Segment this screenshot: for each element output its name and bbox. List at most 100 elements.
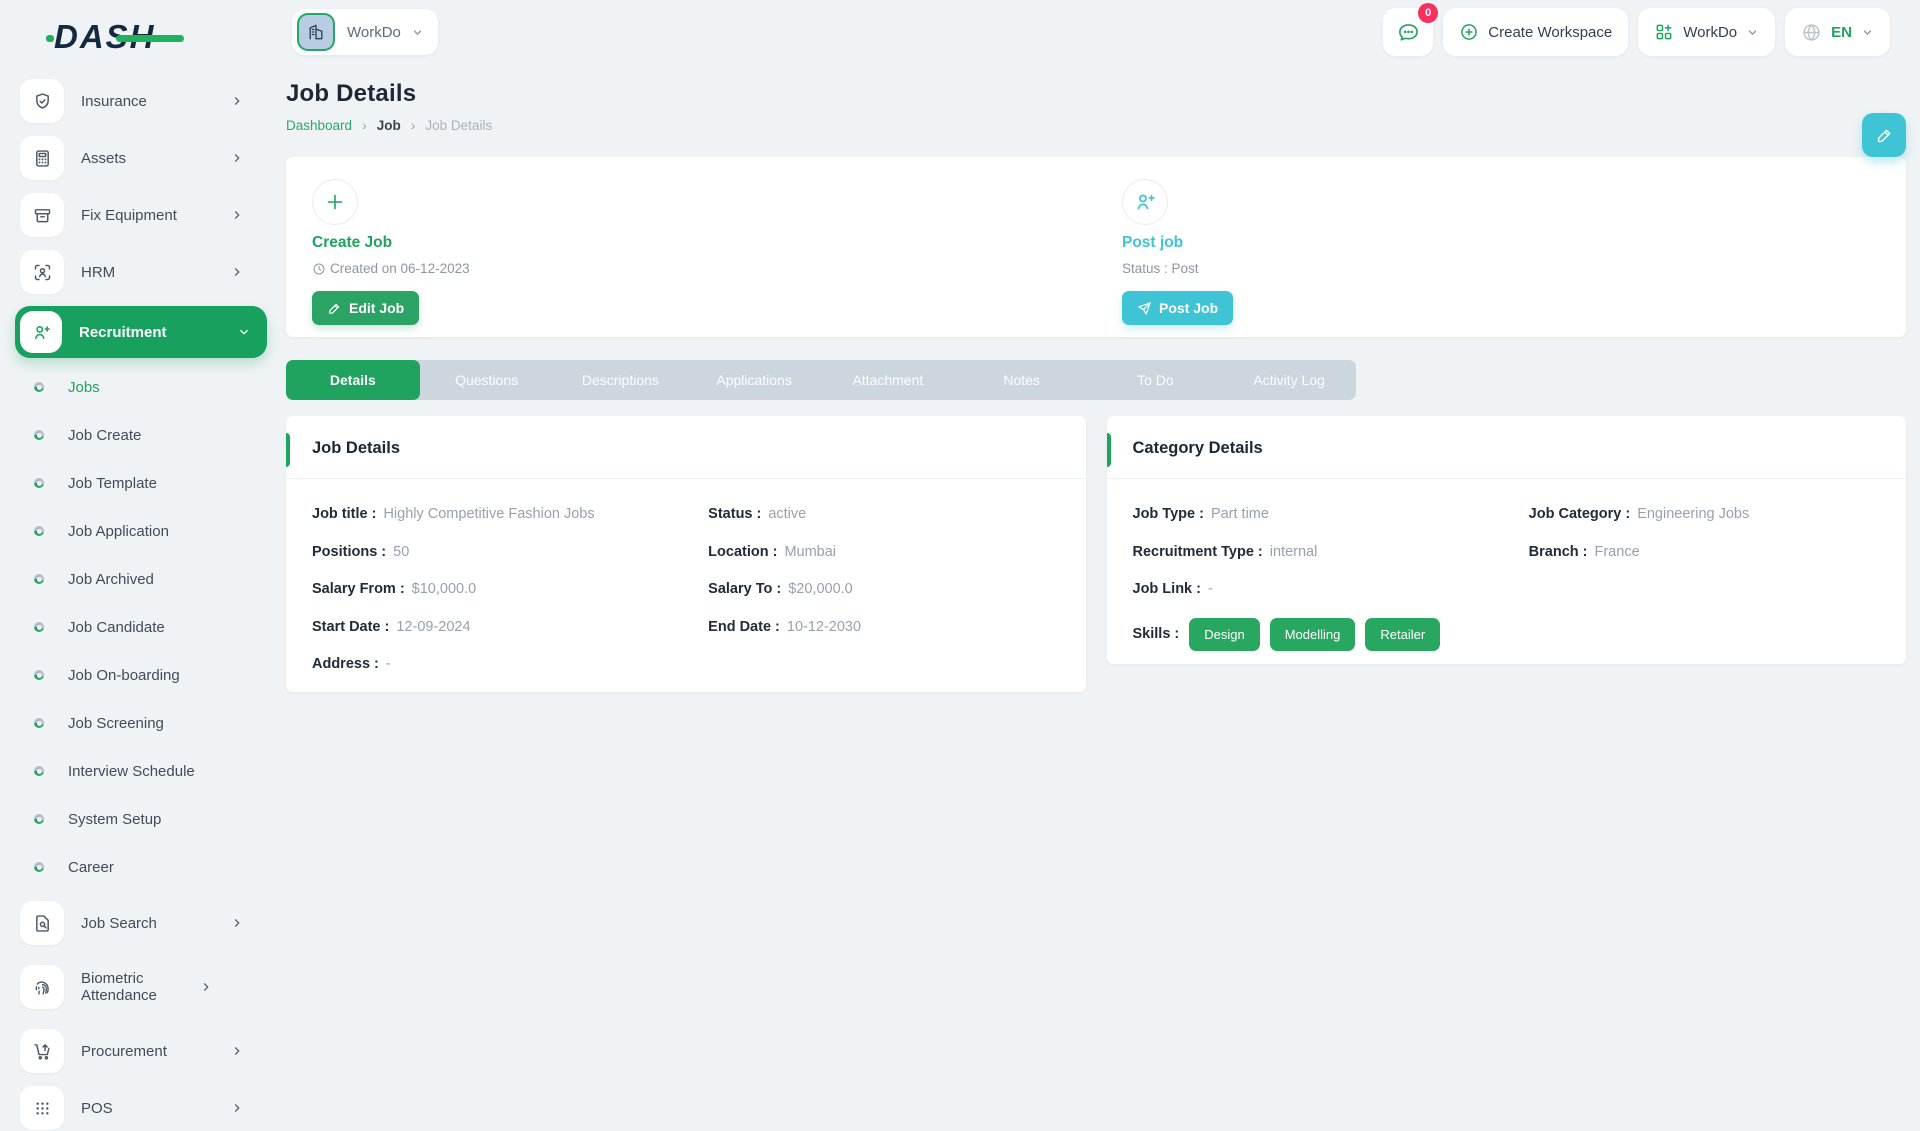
messages-button[interactable]: 0 <box>1383 3 1439 56</box>
sidebar-item-job-screening[interactable]: Job Screening <box>20 708 284 738</box>
sub-item-label: System Setup <box>68 810 162 828</box>
field-recruitment-type: Recruitment Type : internal <box>1132 543 1318 560</box>
bullet-icon <box>34 766 44 776</box>
sidebar-item-job-onboarding[interactable]: Job On-boarding <box>20 660 284 690</box>
pencil-icon <box>329 303 340 314</box>
breadcrumb-dashboard[interactable]: Dashboard <box>286 117 353 133</box>
tab-applications[interactable]: Applications <box>716 372 792 388</box>
sidebar-item-interview-schedule[interactable]: Interview Schedule <box>20 756 284 786</box>
app-logo[interactable]: DASH <box>46 16 204 58</box>
tab-attachment[interactable]: Attachment <box>852 372 924 388</box>
workspace-name: WorkDo <box>347 23 401 41</box>
chevron-right-icon <box>230 94 244 108</box>
file-search-icon <box>20 901 64 945</box>
sidebar-item-label: Insurance <box>81 92 147 110</box>
chevron-right-icon <box>230 1044 244 1058</box>
chevron-right-icon <box>230 265 244 279</box>
sub-item-label: Job Create <box>68 426 142 444</box>
tab-details[interactable]: Details <box>286 360 420 400</box>
sub-item-label: Job Archived <box>68 570 154 588</box>
bullet-icon <box>34 478 44 488</box>
sub-item-label: Career <box>68 858 114 876</box>
tab-to-do[interactable]: To Do <box>1137 372 1174 388</box>
sidebar-item-label: Assets <box>81 149 127 167</box>
post-job-button[interactable]: Post Job <box>1122 291 1234 325</box>
bullet-icon <box>34 622 44 632</box>
sidebar-item-job-archived[interactable]: Job Archived <box>20 564 284 594</box>
sidebar-item-insurance[interactable]: Insurance <box>20 78 264 124</box>
post-status-text: Status : Post <box>1122 261 1199 276</box>
sidebar-item-job-create[interactable]: Job Create <box>20 420 284 450</box>
post-job-panel: Post job Status : Post Post Job <box>1096 157 1906 337</box>
created-on-text: Created on 06-12-2023 <box>312 261 1070 276</box>
language-code: EN <box>1831 23 1852 41</box>
chevron-down-icon <box>237 325 251 339</box>
field-salary-from: Salary From : $10,000.0 <box>312 581 477 598</box>
bullet-icon <box>34 718 44 728</box>
sidebar-item-biometric-attendance[interactable]: Biometric Attendance <box>20 957 264 1017</box>
clock-icon <box>313 263 325 274</box>
chevron-right-icon <box>230 916 244 930</box>
field-skills: Skills : Design Modelling Retailer <box>1133 617 1880 652</box>
breadcrumb-separator: › <box>410 117 416 133</box>
sidebar-item-label: Job Search <box>81 914 157 932</box>
chevron-down-icon <box>1861 26 1874 39</box>
sidebar-item-procurement[interactable]: Procurement <box>20 1028 264 1074</box>
recruitment-submenu: Jobs Job Create Job Template Job Applica… <box>20 372 284 882</box>
field-job-link: Job Link :- <box>1132 581 1213 598</box>
user-plus-icon <box>1122 179 1168 225</box>
sidebar-item-label: HRM <box>81 263 116 281</box>
workspace-selector[interactable]: WorkDo <box>292 9 438 55</box>
skill-badge-design[interactable]: Design <box>1189 617 1260 652</box>
bullet-icon <box>34 526 44 536</box>
create-workspace-button[interactable]: Create Workspace <box>1443 8 1629 56</box>
notification-badge: 0 <box>1418 3 1439 23</box>
create-job-panel: Create Job Created on 06-12-2023 Edit Jo… <box>286 157 1096 337</box>
breadcrumb-job[interactable]: Job <box>376 117 401 133</box>
sidebar-item-recruitment[interactable]: Recruitment <box>15 306 267 358</box>
edit-page-button[interactable] <box>1862 113 1906 157</box>
skill-badge-retailer[interactable]: Retailer <box>1365 617 1441 652</box>
skill-badge-modelling[interactable]: Modelling <box>1269 617 1356 652</box>
main-content: Job Details Dashboard › Job › Job Detail… <box>284 64 1920 1080</box>
sidebar-item-job-candidate[interactable]: Job Candidate <box>20 612 284 642</box>
chevron-right-icon <box>230 1101 244 1115</box>
user-focus-icon <box>20 250 64 294</box>
sidebar-item-label: Recruitment <box>79 323 167 341</box>
chevron-down-icon <box>1746 26 1759 39</box>
sidebar-item-job-search[interactable]: Job Search <box>20 900 264 946</box>
sidebar-item-fix-equipment[interactable]: Fix Equipment <box>20 192 264 238</box>
post-job-title: Post job <box>1122 234 1184 251</box>
tab-notes[interactable]: Notes <box>1003 372 1040 388</box>
sidebar-item-career[interactable]: Career <box>20 852 284 882</box>
breadcrumb-current: Job Details <box>425 117 493 133</box>
sidebar-item-label: Procurement <box>81 1042 167 1060</box>
sidebar-item-assets[interactable]: Assets <box>20 135 264 181</box>
pencil-icon <box>1877 129 1890 142</box>
logo-dot-decoration <box>46 35 54 42</box>
cart-icon <box>20 1029 64 1073</box>
send-icon <box>1138 301 1151 315</box>
field-status: Status : active <box>708 506 807 522</box>
language-selector[interactable]: EN <box>1785 8 1890 56</box>
sidebar-item-job-template[interactable]: Job Template <box>20 468 284 498</box>
tab-questions[interactable]: Questions <box>455 372 519 388</box>
category-details-panel-title: Category Details <box>1106 416 1906 479</box>
sidebar-item-pos[interactable]: POS <box>20 1085 264 1131</box>
sidebar-item-system-setup[interactable]: System Setup <box>20 804 284 834</box>
edit-job-button[interactable]: Edit Job <box>312 291 420 325</box>
workspace-menu-label: WorkDo <box>1683 23 1738 41</box>
tab-activity-log[interactable]: Activity Log <box>1253 372 1325 388</box>
job-overview-card: Create Job Created on 06-12-2023 Edit Jo… <box>286 157 1906 337</box>
logo-bar-decoration <box>116 35 184 42</box>
sidebar-item-job-application[interactable]: Job Application <box>20 516 284 546</box>
sidebar-item-hrm[interactable]: HRM <box>20 249 264 295</box>
bullet-icon <box>34 382 44 392</box>
sub-item-label: Job Candidate <box>68 618 165 636</box>
sidebar-item-jobs[interactable]: Jobs <box>20 372 284 402</box>
breadcrumb-separator: › <box>362 117 367 133</box>
circle-plus-icon <box>1459 22 1479 42</box>
sub-item-label: Job On-boarding <box>68 666 180 684</box>
tab-descriptions[interactable]: Descriptions <box>581 372 659 388</box>
workspace-menu-button[interactable]: WorkDo <box>1638 8 1776 56</box>
